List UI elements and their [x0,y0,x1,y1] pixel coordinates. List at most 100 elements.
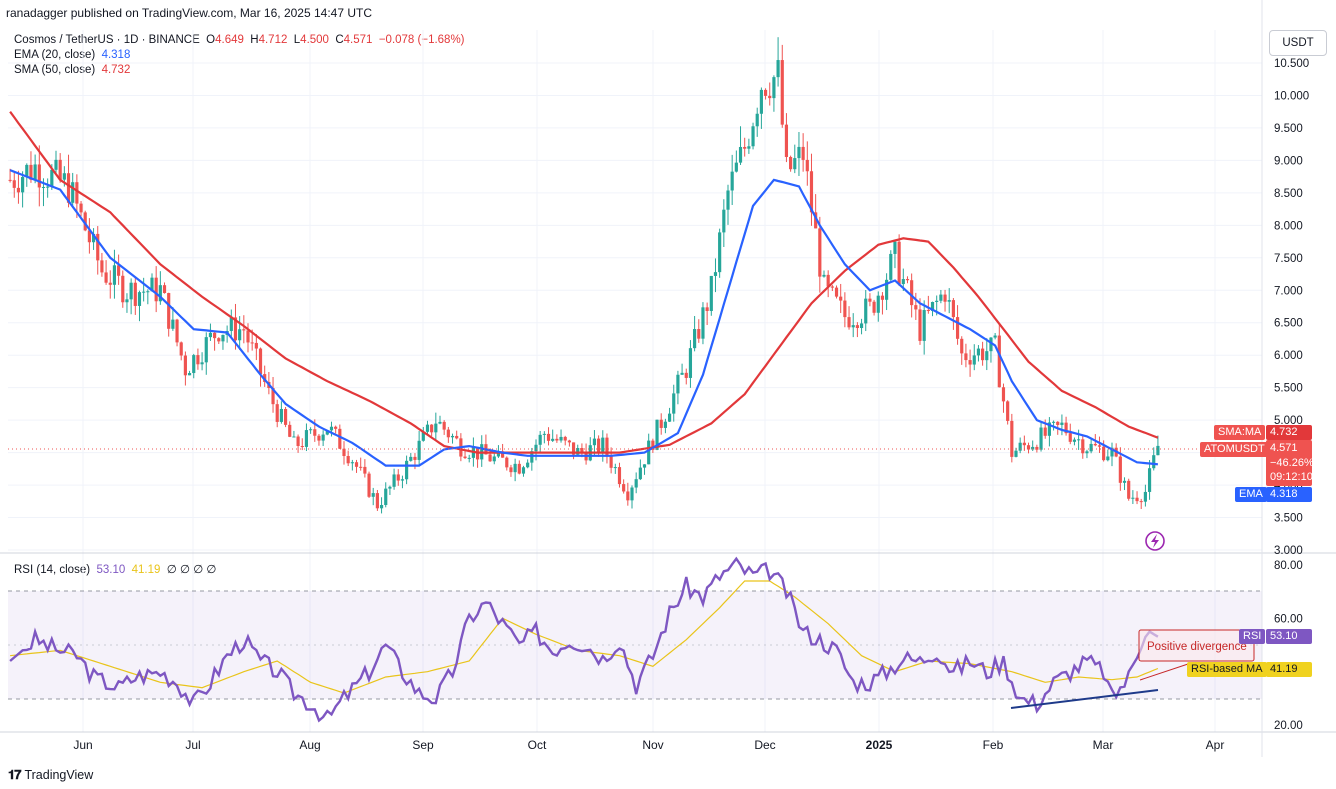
price-tick-label: 7.000 [1274,285,1303,297]
candle-body [450,435,455,438]
candle-body [826,274,830,287]
candle-body [304,430,309,447]
candle-body [359,466,363,468]
candle-body [730,171,734,191]
price-tick-label: 3.000 [1274,545,1303,557]
ema-legend-row[interactable]: EMA (20, close) 4.318 [14,48,465,63]
candle-body [288,424,292,437]
candle-body [576,448,580,455]
candle-body [935,300,939,302]
candle-body [976,348,981,356]
candle-body [213,332,217,339]
candle-body [747,146,751,149]
sma-legend-row[interactable]: SMA (50, close) 4.732 [14,63,465,78]
candle-body [763,89,768,96]
bar-countdown: 09:12:10 [1270,471,1313,483]
candle-body [901,279,905,285]
candle-body [438,421,442,424]
time-tick-label: Oct [528,738,547,752]
candle-body [66,173,71,203]
candle-body [989,337,993,352]
publisher-credit: ranadagger published on TradingView.com,… [6,6,373,20]
candle-body [918,309,922,341]
time-tick-label: Jul [185,738,200,752]
candle-body [655,419,659,450]
candle-body [1077,439,1081,441]
time-tick-label: Dec [754,738,775,752]
candle-body [780,60,784,125]
candle-body [171,319,175,329]
ema-tag-value: 4.318 [1266,487,1312,502]
candle-body [997,335,1001,388]
candle-body [162,285,167,294]
candle-body [71,182,75,203]
candle-body [751,126,755,147]
candle-body [167,293,171,329]
candle-body [455,435,459,439]
price-tick-label: 3.500 [1274,513,1303,525]
candle-body [1106,456,1110,461]
time-tick-label: Feb [983,738,1004,752]
candle-body [392,474,396,487]
candle-body [960,338,964,354]
candle-body [580,448,584,452]
candle-body [33,164,37,180]
candle-body [809,171,814,213]
currency-selector[interactable]: USDT [1269,30,1327,56]
time-tick-label: Mar [1093,738,1114,752]
candle-body [125,299,129,303]
candle-body [100,260,104,273]
candle-body [175,319,179,343]
time-axis[interactable]: Jun Jul Aug Sep Oct Nov Dec 2025 Feb Mar Apr [73,738,1224,752]
candle-body [793,158,797,170]
price-tick-label: 6.500 [1274,318,1303,330]
candle-body [1064,422,1068,434]
candle-body [509,467,513,473]
candle-body [25,164,29,177]
symbol-row: Cosmos / TetherUS · 1D · BINANCE O4.649 … [14,33,465,48]
candle-body [354,462,359,467]
rsi-ma-tag-name: RSI-based MA [1187,662,1267,677]
candle-body [546,433,551,441]
candle-body [1139,501,1143,503]
candle-body [309,429,313,431]
rsi-ma-legend-value: 41.19 [131,564,161,576]
candle-body [117,265,121,276]
candle-body [196,355,200,365]
candle-body [981,348,985,361]
rsi-legend-label: RSI (14, close) [14,564,91,576]
flash-icon[interactable] [1145,531,1165,551]
time-tick-label: 2025 [866,738,893,752]
candle-body [505,457,509,468]
candle-body [1006,401,1010,421]
candle-body [292,436,296,438]
rsi-tick-label: 80.00 [1274,560,1303,572]
footer-brand[interactable]: 𝟏𝟕 TradingView [8,767,93,783]
candle-body [137,292,142,306]
close-key: C [335,34,344,46]
candle-body [142,291,146,293]
candle-body [1156,445,1160,456]
candle-body [872,301,876,313]
symbol-name[interactable]: Cosmos / TetherUS · 1D · BINANCE [14,34,200,46]
high-value: 4.712 [258,34,288,46]
candle-body [697,329,701,339]
candle-body [1072,439,1077,442]
candle-body [1043,427,1047,436]
candle-body [889,253,893,280]
candle-body [183,355,187,376]
candle-body [250,342,254,344]
candle-body [705,307,709,311]
open-key: O [206,34,216,46]
candle-body [342,448,346,457]
time-tick-label: Sep [412,738,434,752]
candle-body [834,287,839,297]
candle-body [839,296,843,301]
candle-body [943,294,947,302]
candle-body [233,317,238,341]
rsi-legend[interactable]: RSI (14, close) 53.10 41.19 ∅ ∅ ∅ ∅ [14,562,216,576]
candle-body [684,372,688,378]
candle-body [313,429,317,436]
